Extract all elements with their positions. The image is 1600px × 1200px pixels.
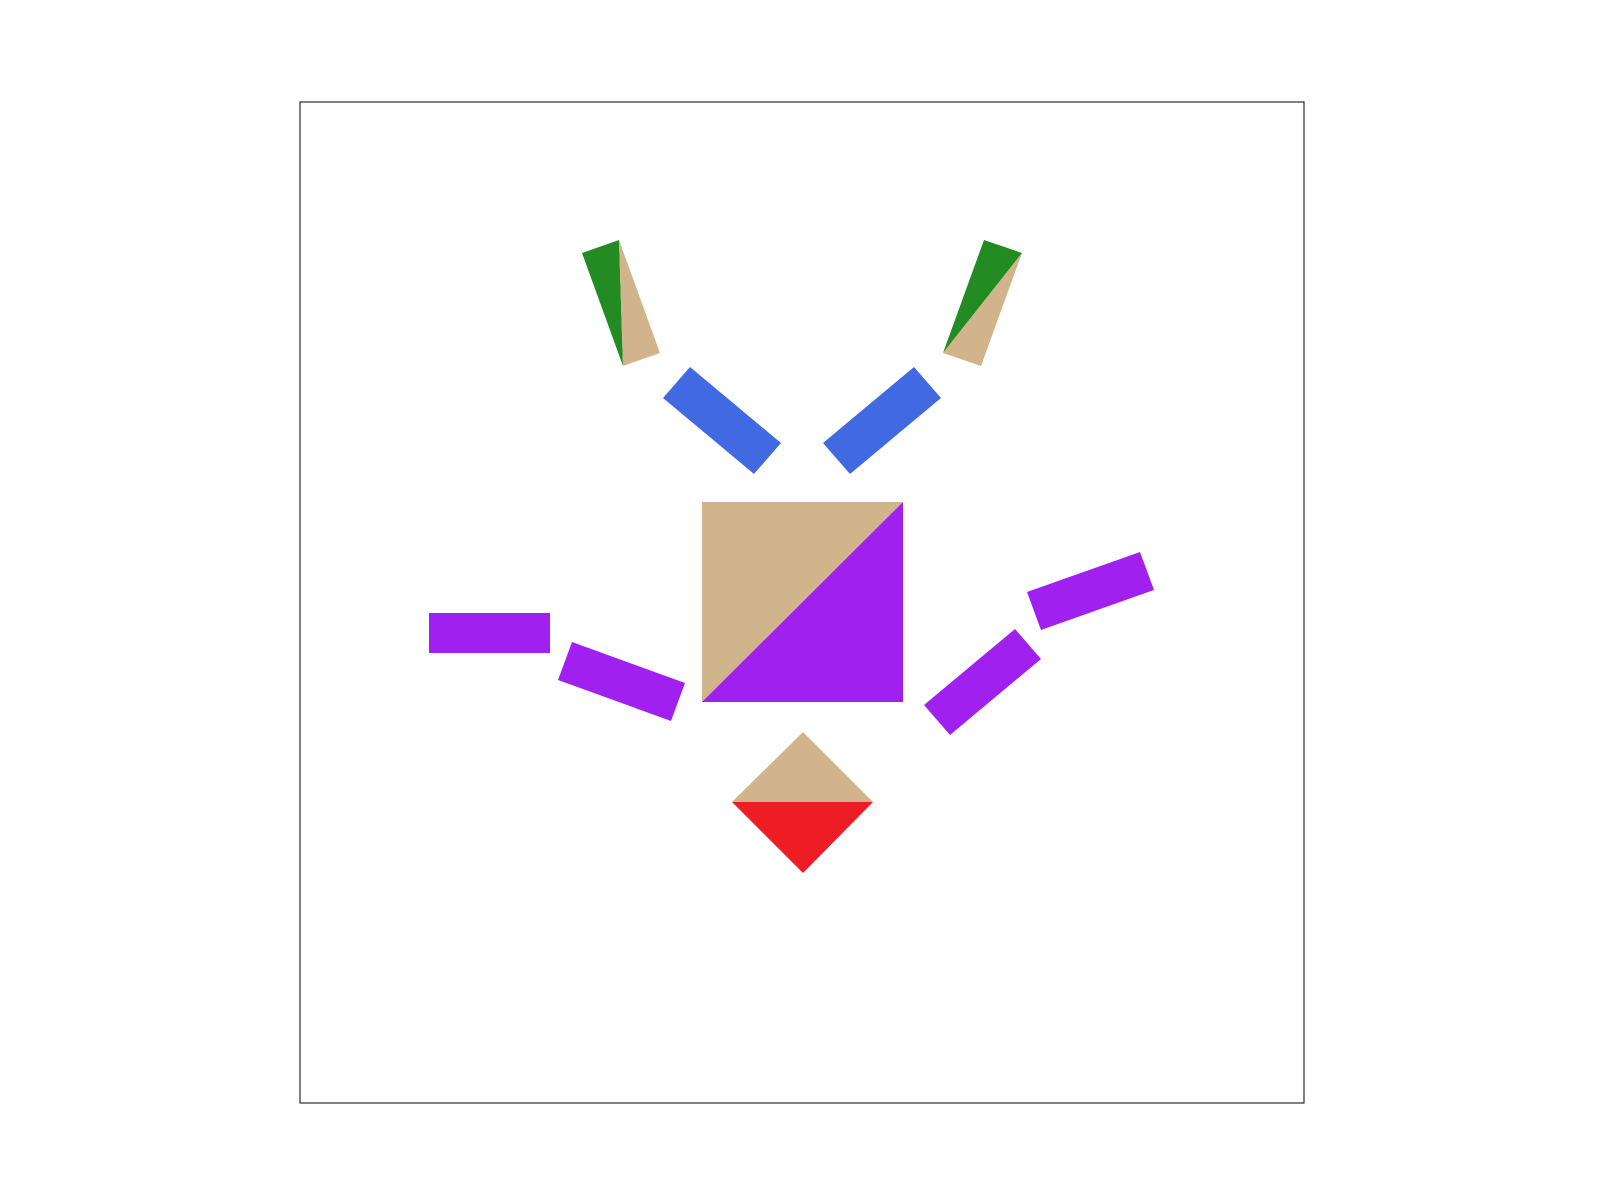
body-square-purple-triangle <box>702 502 903 702</box>
right-neck-bar <box>823 367 941 474</box>
right-horn-green-triangle <box>943 240 1022 353</box>
bottom-diamond <box>732 732 873 873</box>
bottom-diamond-red-triangle <box>732 802 873 873</box>
right-arm-lower <box>924 629 1041 735</box>
right-horn-tan-triangle <box>943 253 1022 366</box>
left-horn <box>582 240 660 366</box>
bottom-diamond-tan-triangle <box>732 732 873 802</box>
left-arm-upper <box>429 613 550 653</box>
left-horn-tan-triangle <box>619 240 660 366</box>
body-square <box>702 502 903 702</box>
right-horn <box>943 240 1022 366</box>
left-arm-lower <box>558 642 685 721</box>
left-neck-bar <box>663 367 781 474</box>
left-horn-green-triangle <box>582 240 623 366</box>
right-arm-upper <box>1027 552 1154 630</box>
